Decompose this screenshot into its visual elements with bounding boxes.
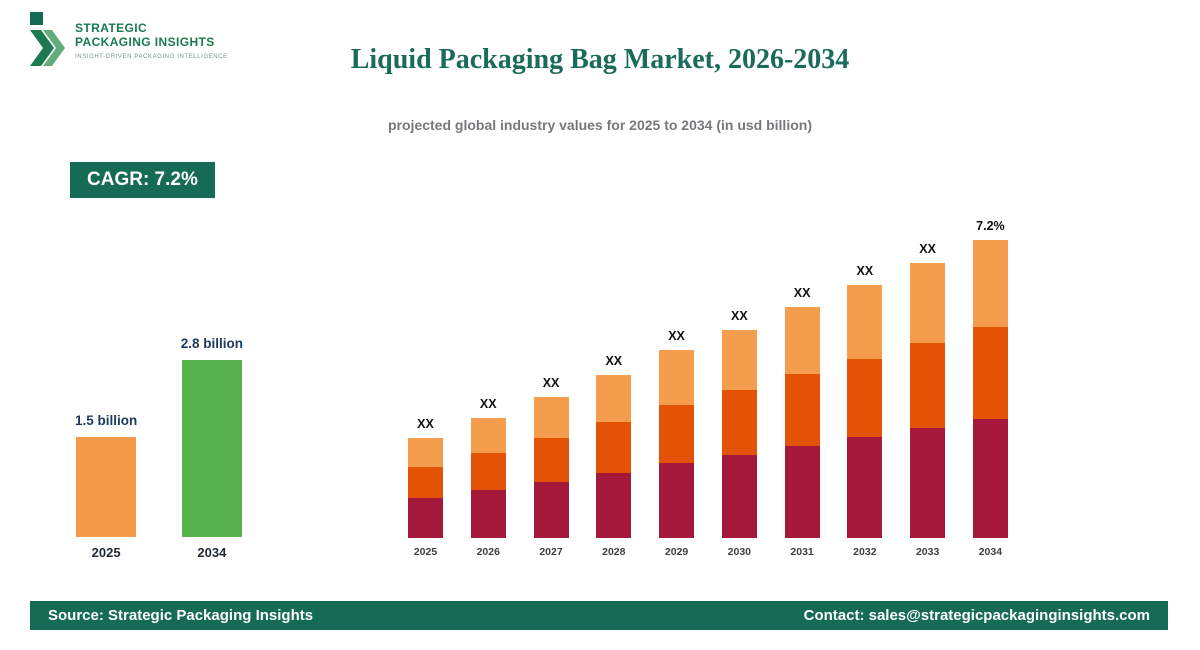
bar-value-label: XX bbox=[668, 329, 685, 343]
bar-value-label: XX bbox=[793, 286, 811, 300]
bar-value-label: XX bbox=[919, 242, 936, 256]
summary-comparison-chart: 1.5 billion 2025 2.8 billion 2034 bbox=[75, 336, 243, 560]
stacked-bar-column: XX 2031 bbox=[784, 286, 820, 558]
bar-segment-top bbox=[408, 438, 443, 467]
logo-chevrons-icon bbox=[30, 12, 66, 68]
bar-segment-middle bbox=[784, 374, 820, 446]
summary-year-label: 2025 bbox=[91, 545, 121, 560]
bar-segment-middle bbox=[533, 438, 569, 482]
page-title: Liquid Packaging Bag Market, 2026-2034 bbox=[350, 44, 850, 75]
stacked-bar-chart: XX 2025 XX 2026 XX 2027 XX 2028 XX 2029 XX 2030 XX 20… bbox=[408, 219, 1008, 558]
bar-segment-middle bbox=[910, 343, 946, 428]
bar-segment-top bbox=[659, 350, 695, 405]
stacked-bar-column: XX 2030 bbox=[721, 309, 757, 558]
bar-segment-top bbox=[533, 397, 569, 438]
bar-segment-middle bbox=[721, 390, 757, 455]
bar-stack bbox=[533, 397, 569, 538]
bar-segment-bottom bbox=[847, 437, 883, 538]
bar-segment-top bbox=[847, 285, 883, 359]
bar-segment-middle bbox=[408, 467, 443, 498]
bar-segment-top bbox=[721, 330, 757, 390]
stacked-bar-column: XX 2028 bbox=[596, 354, 632, 558]
summary-bar-2034 bbox=[181, 360, 242, 537]
bar-year-label: 2029 bbox=[664, 546, 689, 558]
bar-segment-top bbox=[784, 307, 820, 374]
bar-year-label: 2028 bbox=[602, 546, 626, 558]
footer-source: Source: Strategic Packaging Insights bbox=[48, 607, 314, 624]
bar-segment-middle bbox=[972, 327, 1008, 419]
bar-segment-bottom bbox=[596, 473, 632, 538]
bar-segment-top bbox=[972, 240, 1008, 327]
bar-year-label: 2033 bbox=[915, 546, 940, 558]
bar-value-label: XX bbox=[542, 376, 560, 390]
bar-stack bbox=[408, 438, 443, 538]
stacked-bar-column: XX 2032 bbox=[847, 264, 883, 558]
stacked-bar-column: XX 2027 bbox=[533, 376, 569, 558]
bar-value-label: 7.2% bbox=[976, 219, 1005, 233]
stacked-bar-column: XX 2029 bbox=[659, 329, 695, 558]
page-subtitle: projected global industry values for 202… bbox=[388, 117, 812, 133]
bar-year-label: 2025 bbox=[413, 546, 438, 558]
bar-value-label: XX bbox=[417, 417, 434, 431]
bar-value-label: XX bbox=[605, 354, 623, 368]
summary-bar-column: 2.8 billion 2034 bbox=[181, 336, 243, 560]
logo-line1: STRATEGIC bbox=[75, 21, 148, 35]
bar-segment-bottom bbox=[659, 463, 695, 538]
summary-bar-2025 bbox=[76, 437, 137, 537]
bar-stack bbox=[596, 375, 632, 538]
bar-year-label: 2027 bbox=[539, 546, 563, 558]
bar-segment-bottom bbox=[910, 428, 946, 538]
bar-segment-middle bbox=[596, 422, 632, 473]
bar-stack bbox=[972, 240, 1008, 538]
bar-segment-middle bbox=[847, 359, 883, 437]
bar-segment-top bbox=[596, 375, 632, 422]
bar-value-label: XX bbox=[730, 309, 748, 323]
logo-line2: PACKAGING INSIGHTS bbox=[75, 35, 215, 50]
bar-segment-bottom bbox=[470, 490, 506, 538]
bar-segment-bottom bbox=[784, 446, 820, 538]
summary-bar-column: 1.5 billion 2025 bbox=[75, 413, 137, 560]
stacked-bar-column: XX 2033 bbox=[910, 242, 946, 558]
stacked-bar-column: XX 2025 bbox=[408, 417, 443, 558]
bar-segment-top bbox=[910, 263, 946, 343]
summary-value-label: 1.5 billion bbox=[75, 413, 138, 428]
footer-contact: Contact: sales@strategicpackaginginsight… bbox=[803, 607, 1150, 624]
bar-segment-bottom bbox=[408, 498, 443, 538]
bar-stack bbox=[659, 350, 695, 538]
bar-segment-top bbox=[470, 418, 506, 453]
summary-year-label: 2034 bbox=[197, 545, 227, 560]
bar-year-label: 2031 bbox=[790, 546, 814, 558]
stacked-bar-column: XX 2026 bbox=[470, 397, 506, 558]
bar-stack bbox=[721, 330, 757, 538]
bar-segment-middle bbox=[659, 405, 695, 463]
stacked-bar-column: 7.2% 2034 bbox=[972, 219, 1008, 558]
bar-year-label: 2034 bbox=[978, 546, 1003, 558]
bar-segment-bottom bbox=[533, 482, 569, 538]
summary-value-label: 2.8 billion bbox=[180, 336, 243, 351]
bar-segment-middle bbox=[470, 453, 506, 490]
logo-text: STRATEGIC PACKAGING INSIGHTS INSIGHT-DRI… bbox=[75, 12, 228, 60]
cagr-badge: CAGR: 7.2% bbox=[70, 162, 215, 198]
bar-segment-bottom bbox=[972, 419, 1008, 538]
footer-bar: Source: Strategic Packaging Insights Con… bbox=[30, 601, 1168, 630]
bar-year-label: 2026 bbox=[476, 546, 500, 558]
bar-segment-bottom bbox=[721, 455, 757, 538]
bar-value-label: XX bbox=[479, 397, 497, 411]
bar-stack bbox=[470, 418, 506, 538]
bar-value-label: XX bbox=[856, 264, 874, 278]
bar-stack bbox=[784, 307, 820, 538]
bar-stack bbox=[847, 285, 883, 538]
bar-year-label: 2032 bbox=[853, 546, 877, 558]
bar-year-label: 2030 bbox=[727, 546, 751, 558]
bar-stack bbox=[910, 263, 946, 538]
logo: STRATEGIC PACKAGING INSIGHTS INSIGHT-DRI… bbox=[30, 12, 228, 68]
logo-tagline: INSIGHT-DRIVEN PACKAGING INTELLIGENCE bbox=[75, 54, 228, 61]
